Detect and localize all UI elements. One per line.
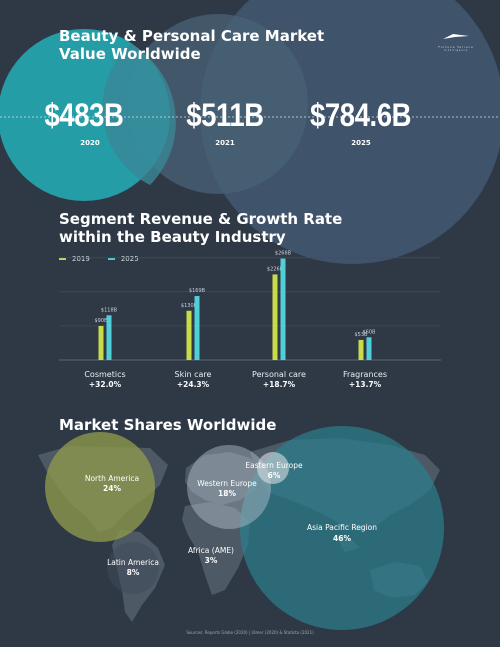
hero-value-2021: $511B: [186, 97, 264, 133]
legend-label-2025: 2025: [120, 255, 139, 263]
category-label-skin-care: Skin care: [174, 370, 212, 379]
region-circle-western-europe: [187, 445, 271, 529]
legend-swatch-2019: [59, 258, 66, 260]
region-label-africa: Africa (AME): [188, 546, 234, 555]
region-label-north-america: North America: [84, 474, 140, 483]
hero-year-2021: 2021: [215, 139, 235, 147]
bar-label-2025-personal-care: $268B: [275, 251, 292, 257]
source-note: Sources: Reports Globe (2020) | Ulmer (2…: [186, 630, 314, 635]
bar-2019-personal-care: [272, 274, 278, 360]
bar-2019-skin-care: [186, 310, 192, 360]
bar-label-2019-personal-care: $226B: [267, 266, 284, 272]
hero-title-line-2: Value Worldwide: [59, 45, 201, 63]
hero-value-2020: $483B: [44, 97, 124, 133]
region-circle-africa: [201, 545, 221, 565]
region-label-latin-america: Latin America: [107, 558, 159, 567]
category-label-fragrances: Fragrances: [342, 370, 388, 379]
logo-mark-icon: [443, 34, 469, 39]
growth-rate-fragrances: +13.7%: [348, 380, 382, 389]
region-pct-asia-pacific: 46%: [333, 534, 351, 543]
logo-name: Fortune Terrace: [438, 45, 474, 49]
bar-label-2019-fragrances: $53B: [355, 332, 369, 338]
bar-label-2025-skin-care: $169B: [189, 288, 206, 294]
hero-year-2020: 2020: [80, 139, 100, 147]
segment-title-line-2: within the Beauty Industry: [59, 228, 286, 246]
hero-value-2025: $784.6B: [309, 97, 412, 133]
region-circle-latin-america: [107, 542, 159, 594]
chart-legend: 2019 2025: [59, 255, 139, 263]
hero-year-2025: 2025: [351, 139, 371, 147]
category-label-personal-care: Personal care: [252, 370, 306, 379]
segment-title: Segment Revenue & Growth Rate within the…: [59, 210, 342, 246]
growth-rate-skin-care: +24.3%: [176, 380, 210, 389]
hero-circle-2021: [128, 14, 308, 194]
growth-rate-personal-care: +18.7%: [262, 380, 296, 389]
region-circle-eastern-europe: [257, 452, 289, 484]
bar-2025-cosmetics: [106, 315, 112, 360]
region-pct-eastern-europe: 6%: [267, 471, 281, 480]
region-pct-north-america: 24%: [103, 484, 121, 493]
hero-title-line-1: Beauty & Personal Care Market: [59, 27, 325, 45]
region-pct-western-europe: 18%: [218, 489, 236, 498]
legend-swatch-2025: [107, 258, 115, 260]
bar-label-2025-fragrances: $60B: [363, 329, 377, 335]
bar-2019-cosmetics: [98, 325, 104, 360]
region-label-eastern-europe: Eastern Europe: [245, 461, 303, 470]
bar-2025-fragrances: [366, 337, 372, 360]
shares-title: Market Shares Worldwide: [59, 416, 277, 434]
region-pct-latin-america: 8%: [126, 568, 140, 577]
logo-tagline: Intelligence: [443, 49, 469, 52]
bar-label-2019-skin-care: $130B: [181, 303, 198, 309]
legend-label-2019: 2019: [72, 255, 90, 263]
region-pct-africa: 3%: [204, 556, 218, 565]
region-circle-north-america: [45, 432, 155, 542]
bar-label-2019-cosmetics: $90B: [95, 318, 109, 324]
hero-circle-overlap: [102, 44, 176, 185]
bar-2025-skin-care: [194, 296, 200, 360]
region-label-western-europe: Western Europe: [197, 479, 257, 488]
region-circle-asia-pacific: [240, 426, 444, 630]
bar-2019-fragrances: [358, 339, 364, 360]
growth-rate-cosmetics: +32.0%: [88, 380, 122, 389]
hero-title: Beauty & Personal Care Market Value Worl…: [59, 27, 324, 63]
region-label-asia-pacific: Asia Pacific Region: [307, 523, 377, 532]
logo: Fortune Terrace Intelligence: [436, 26, 476, 52]
bar-2025-personal-care: [280, 258, 286, 360]
category-label-cosmetics: Cosmetics: [84, 370, 126, 379]
segment-title-line-1: Segment Revenue & Growth Rate: [59, 210, 343, 228]
bar-label-2025-cosmetics: $118B: [101, 307, 118, 313]
